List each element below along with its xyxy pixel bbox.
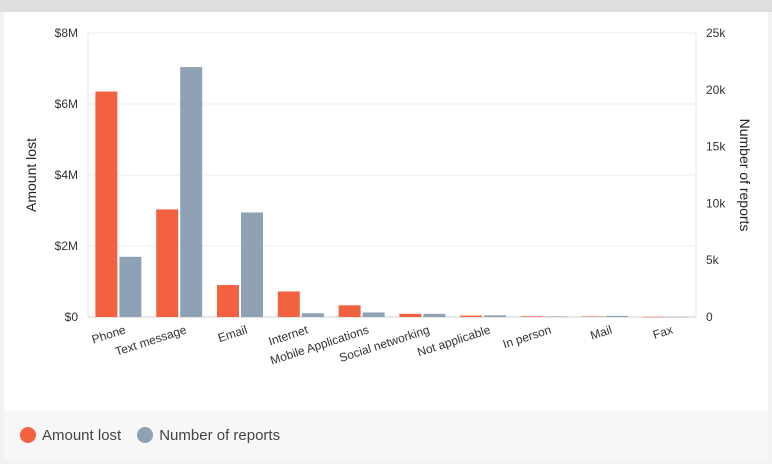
left-axis: $0 $2M $4M $6M $8M (55, 26, 79, 324)
bar-amount-lost (460, 315, 483, 317)
legend-label-number-of-reports: Number of reports (159, 426, 281, 444)
x-tick-label: Mail (588, 323, 613, 343)
left-tick-label: $4M (55, 168, 78, 182)
bar-amount-lost (156, 209, 179, 317)
bar-amount-lost (217, 285, 239, 317)
top-strip (0, 0, 772, 12)
bar-amount-lost (338, 305, 361, 317)
bar-number-of-reports (180, 67, 203, 317)
x-tick-label: Fax (651, 323, 674, 342)
bar-number-of-reports (119, 256, 142, 317)
bar-amount-lost (642, 316, 665, 318)
right-tick-label: 0 (706, 310, 713, 324)
bar-amount-lost (95, 91, 118, 317)
bar-number-of-reports (605, 315, 628, 317)
bar-amount-lost (399, 313, 422, 317)
bar-number-of-reports (301, 313, 324, 317)
legend: Amount lost Number of reports (4, 410, 768, 460)
bar-amount-lost (581, 316, 604, 317)
left-axis-title: Amount lost (23, 138, 39, 212)
x-tick-label: In person (501, 323, 553, 352)
right-axis: 0 5k 10k 15k 20k 25k (706, 26, 726, 324)
right-axis-title: Number of reports (737, 119, 753, 232)
bar-number-of-reports (241, 212, 263, 317)
right-tick-label: 5k (706, 253, 720, 267)
grid-lines (87, 32, 697, 318)
right-tick-label: 10k (706, 196, 726, 210)
bars (95, 67, 689, 318)
bar-number-of-reports (666, 316, 689, 318)
left-tick-label: $2M (55, 239, 78, 253)
chart-card: $0 $2M $4M $6M $8M 0 5k 10k 15k 20k 25k Phone Text… (4, 12, 768, 460)
left-tick-label: $6M (55, 97, 78, 111)
legend-swatch-number-of-reports (137, 427, 154, 443)
legend-label-amount-lost: Amount lost (42, 426, 122, 444)
right-tick-label: 15k (706, 140, 726, 154)
left-tick-label: $0 (65, 310, 79, 324)
right-tick-label: 20k (706, 83, 726, 97)
left-tick-label: $8M (55, 26, 78, 40)
right-tick-label: 25k (706, 26, 726, 40)
bar-number-of-reports (484, 315, 507, 317)
bar-number-of-reports (545, 316, 567, 317)
bar-number-of-reports (423, 313, 446, 317)
legend-swatch-amount-lost (20, 427, 36, 443)
x-tick-label: Email (216, 323, 249, 346)
legend-item-number-of-reports[interactable]: Number of reports (137, 427, 280, 444)
bar-amount-lost (521, 316, 543, 317)
chart-svg: $0 $2M $4M $6M $8M 0 5k 10k 15k 20k 25k PhoneText… (23, 26, 753, 368)
legend-item-amount-lost[interactable]: Amount lost (20, 427, 121, 444)
bar-number-of-reports (362, 312, 385, 317)
bar-amount-lost (277, 291, 300, 317)
